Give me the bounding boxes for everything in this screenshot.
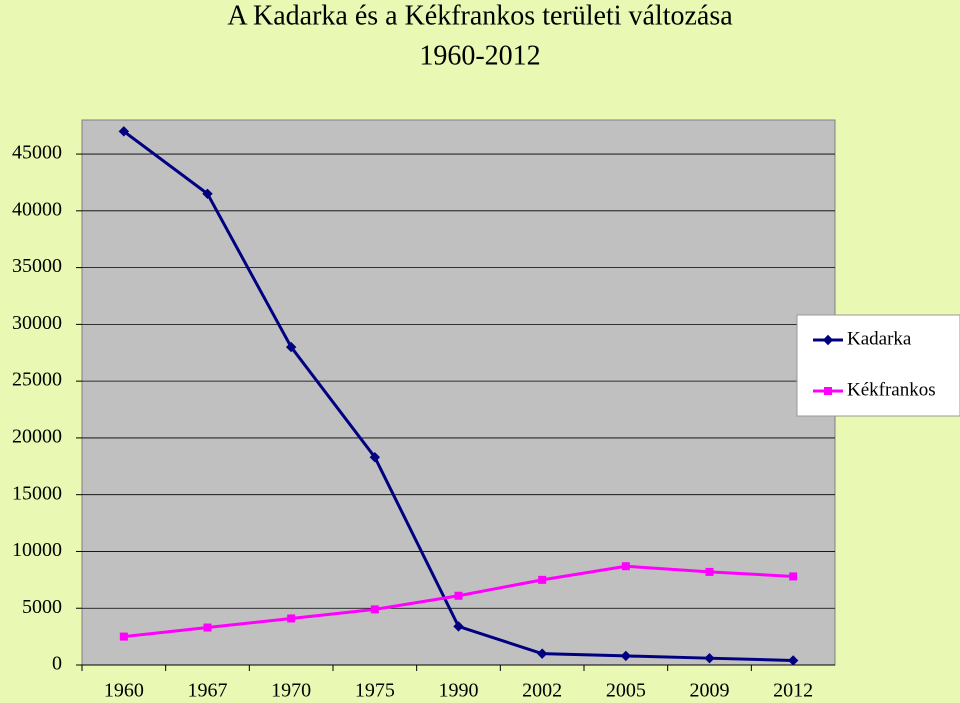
legend-box xyxy=(796,314,960,417)
y-tick-label: 5000 xyxy=(22,596,62,618)
x-tick-label: 2002 xyxy=(522,680,562,702)
y-tick-label: 15000 xyxy=(12,482,62,504)
data-point xyxy=(538,575,547,584)
legend-label: Kékfrankos xyxy=(847,379,936,400)
y-tick-label: 40000 xyxy=(12,198,62,220)
data-point xyxy=(119,632,128,641)
y-tick-label: 0 xyxy=(52,653,62,675)
data-point xyxy=(369,452,381,463)
x-tick-label: 2005 xyxy=(606,680,646,702)
legend-marker xyxy=(824,387,832,395)
data-point xyxy=(118,126,130,137)
data-point xyxy=(370,605,379,614)
y-tick-label: 35000 xyxy=(12,255,62,277)
y-tick-label: 30000 xyxy=(12,312,62,334)
y-tick-label: 20000 xyxy=(12,426,62,448)
x-tick-label: 1975 xyxy=(355,680,395,702)
data-point xyxy=(705,567,714,576)
legend-marker xyxy=(822,334,834,346)
data-point xyxy=(203,623,212,632)
y-tick-label: 45000 xyxy=(12,142,62,164)
data-point xyxy=(536,648,548,659)
data-point xyxy=(454,591,463,600)
chart-title: A Kadarka és a Kékfrankos területi válto… xyxy=(227,0,733,31)
data-point xyxy=(285,341,297,353)
x-tick-label: 2009 xyxy=(690,680,730,702)
chart-subtitle: 1960-2012 xyxy=(419,40,540,71)
data-point xyxy=(621,562,630,571)
data-point xyxy=(453,621,464,632)
x-tick-label: 2012 xyxy=(773,680,813,702)
data-point xyxy=(789,572,798,581)
x-tick-label: 1967 xyxy=(188,680,228,702)
x-tick-label: 1970 xyxy=(271,680,311,702)
data-point xyxy=(787,655,799,666)
data-point xyxy=(704,652,715,664)
y-tick-label: 10000 xyxy=(12,539,62,561)
data-point xyxy=(620,650,632,662)
legend-label: Kadarka xyxy=(847,328,912,349)
data-point xyxy=(287,614,296,623)
plot-area xyxy=(81,119,836,666)
x-tick-label: 1990 xyxy=(439,680,479,702)
data-point xyxy=(202,188,213,200)
x-tick-label: 1960 xyxy=(104,680,144,702)
y-tick-label: 25000 xyxy=(12,369,62,391)
